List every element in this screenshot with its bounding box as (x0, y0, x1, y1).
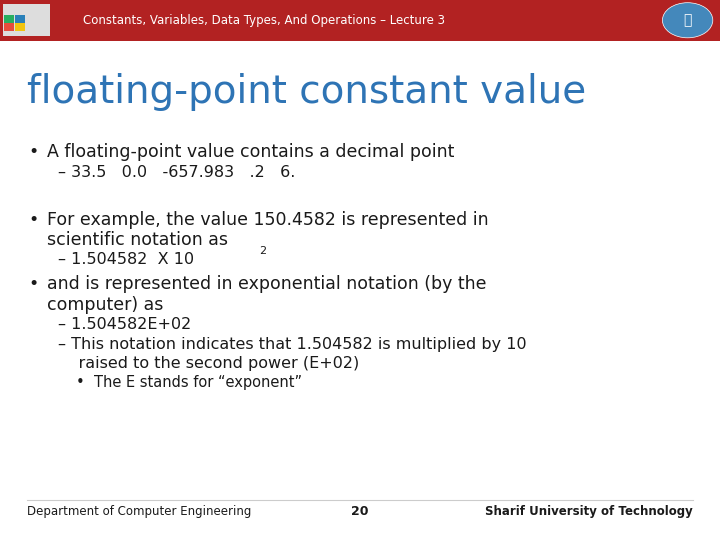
Bar (4, 23, 14, 31)
Text: •: • (29, 143, 39, 161)
Text: •: • (29, 275, 39, 293)
Text: – 1.504582  X 10: – 1.504582 X 10 (58, 252, 194, 267)
Text: scientific notation as: scientific notation as (47, 231, 228, 249)
Text: •  The E stands for “exponent”: • The E stands for “exponent” (76, 375, 302, 390)
Text: 20: 20 (351, 505, 369, 518)
Bar (4, 15, 14, 23)
Text: – This notation indicates that 1.504582 is multiplied by 10: – This notation indicates that 1.504582 … (58, 338, 526, 353)
Text: Constants, Variables, Data Types, And Operations – Lecture 3: Constants, Variables, Data Types, And Op… (83, 14, 445, 27)
Ellipse shape (662, 3, 713, 38)
Text: Sharif University of Technology: Sharif University of Technology (485, 505, 693, 518)
Text: raised to the second power (E+02): raised to the second power (E+02) (58, 356, 359, 372)
Text: For example, the value 150.4582 is represented in: For example, the value 150.4582 is repre… (47, 211, 488, 228)
Text: floating-point constant value: floating-point constant value (27, 73, 587, 111)
Text: – 33.5   0.0   -657.983   .2   6.: – 33.5 0.0 -657.983 .2 6. (58, 165, 295, 180)
Bar (15, 15, 25, 23)
Text: A floating-point value contains a decimal point: A floating-point value contains a decima… (47, 143, 454, 161)
Bar (15, 23, 25, 31)
Text: •: • (29, 211, 39, 228)
Text: 🏛: 🏛 (683, 14, 692, 27)
Text: – 1.504582E+02: – 1.504582E+02 (58, 317, 191, 332)
Bar (0, 0, 720, 40)
Text: and is represented in exponential notation (by the: and is represented in exponential notati… (47, 275, 486, 293)
Text: computer) as: computer) as (47, 296, 163, 314)
Bar (3, 4, 50, 36)
Text: Department of Computer Engineering: Department of Computer Engineering (27, 505, 252, 518)
Text: 2: 2 (259, 246, 266, 256)
